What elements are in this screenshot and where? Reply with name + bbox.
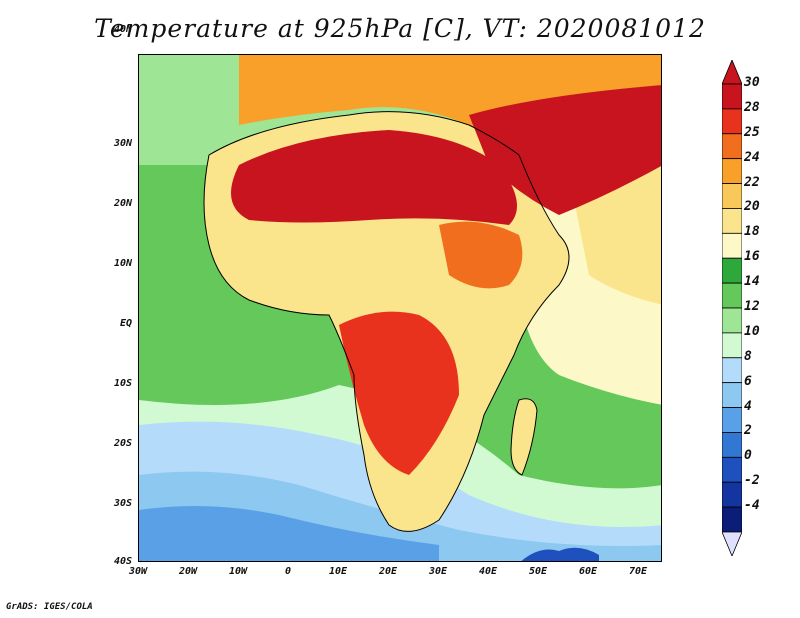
arabia-hot-region xyxy=(469,85,661,215)
map-canvas xyxy=(139,55,661,561)
lon-label: 20E xyxy=(378,566,398,577)
lon-label: 50E xyxy=(528,566,548,577)
lat-label: 10S xyxy=(113,378,132,389)
colorbar-swatch xyxy=(722,183,742,209)
lon-label: 40E xyxy=(478,566,498,577)
lat-label: 20S xyxy=(113,438,132,449)
south-ocean-cold-patch xyxy=(521,547,599,561)
colorbar-swatch xyxy=(722,108,742,135)
colorbar-swatch xyxy=(722,456,742,483)
colorbar-label: 6 xyxy=(744,373,752,389)
sahara-hot-region xyxy=(231,130,517,225)
colorbar-label: 12 xyxy=(744,299,760,314)
colorbar-label: 14 xyxy=(744,274,760,290)
colorbar-label: -4 xyxy=(744,498,760,514)
lon-label: 20W xyxy=(178,566,198,577)
colorbar-swatch xyxy=(722,432,742,458)
colorbar-label: 0 xyxy=(744,448,752,464)
colorbar-swatch xyxy=(722,506,742,533)
colorbar-swatch xyxy=(722,357,742,384)
colorbar-bottom-triangle xyxy=(722,531,742,556)
lat-label: 30S xyxy=(113,498,132,509)
lat-label: 40S xyxy=(113,556,132,567)
colorbar-label: 30 xyxy=(744,75,760,90)
lon-label: 10W xyxy=(228,566,248,577)
colorbar-swatch xyxy=(722,481,742,508)
lon-label: 70E xyxy=(628,566,648,577)
colorbar-label: 24 xyxy=(744,149,760,165)
colorbar-swatch xyxy=(722,382,742,408)
colorbar-label: 28 xyxy=(744,99,760,115)
lon-label: 60E xyxy=(578,566,598,577)
colorbar-label: 18 xyxy=(744,224,760,240)
colorbar-swatch xyxy=(722,232,742,259)
colorbar-swatch xyxy=(722,307,742,334)
colorbar-top-triangle xyxy=(722,60,742,85)
colorbar-swatch xyxy=(722,208,742,234)
colorbar-label: 25 xyxy=(744,124,760,140)
temperature-map xyxy=(138,54,662,562)
lon-label: 10E xyxy=(328,566,348,577)
colorbar-label: -2 xyxy=(744,473,760,489)
credit-text: GrADS: IGES/COLA xyxy=(6,602,93,612)
lat-label: 40N xyxy=(113,24,132,35)
colorbar-label: 22 xyxy=(744,174,760,190)
colorbar-label: 4 xyxy=(744,398,752,414)
colorbar-swatch xyxy=(722,257,742,284)
lon-label: 30E xyxy=(428,566,448,577)
colorbar-label: 10 xyxy=(744,323,760,339)
southern-africa-hot-region xyxy=(339,311,459,475)
colorbar-swatch xyxy=(722,133,742,160)
lat-label: EQ xyxy=(119,318,132,329)
lat-label: 10N xyxy=(113,258,132,269)
africa-coastline xyxy=(203,111,570,532)
colorbar-swatch xyxy=(722,407,742,433)
colorbar-label: 20 xyxy=(744,199,760,215)
colorbar-label: 8 xyxy=(744,348,752,364)
colorbar-swatch xyxy=(722,282,742,309)
colorbar-label: 2 xyxy=(744,423,752,439)
south-ocean-band-6 xyxy=(139,506,439,561)
chart-title: Temperature at 925hPa [C], VT: 202008101… xyxy=(94,14,706,43)
colorbar-label: 16 xyxy=(744,249,760,265)
colorbar xyxy=(722,60,742,556)
lon-label: 30W xyxy=(128,566,148,577)
lat-label: 20N xyxy=(113,198,132,209)
madagascar xyxy=(510,398,538,476)
lon-label: 0 xyxy=(284,566,292,577)
lat-label: 30N xyxy=(113,138,132,149)
colorbar-swatch xyxy=(722,332,742,359)
horn-region xyxy=(439,221,523,289)
colorbar-swatch xyxy=(722,158,742,184)
colorbar-swatch xyxy=(722,83,742,110)
